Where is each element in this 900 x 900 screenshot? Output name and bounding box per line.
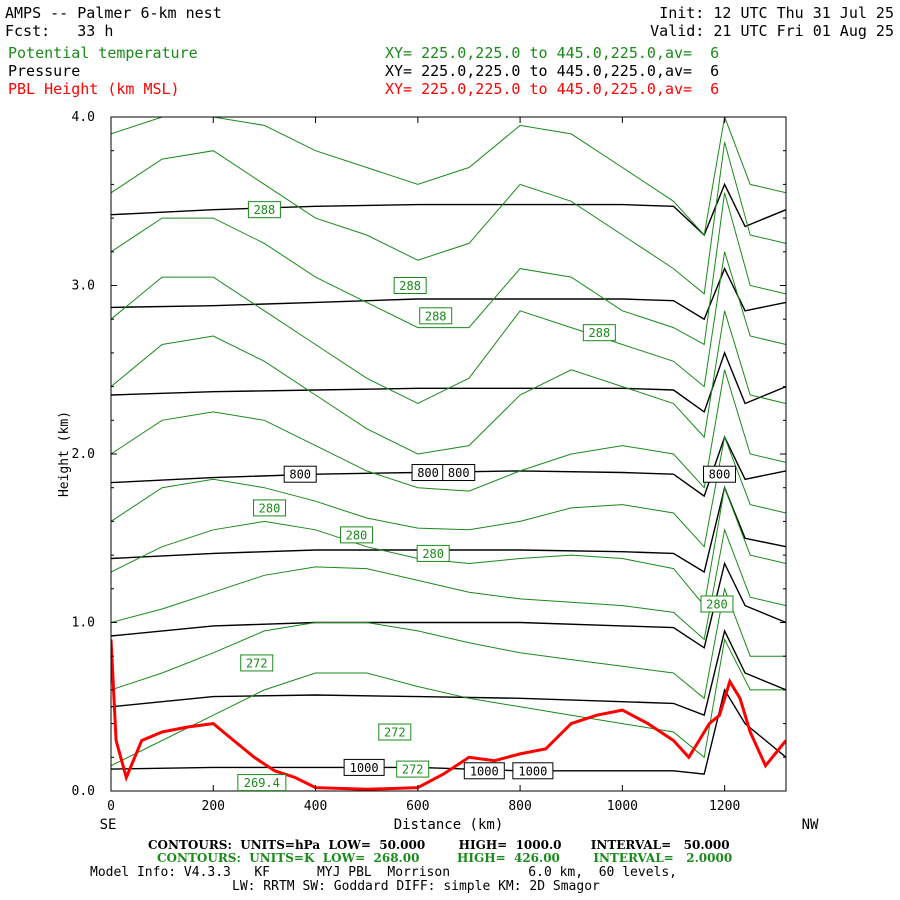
pressure-contour-label-box [703, 465, 737, 483]
potential-temperature-line-9 [111, 142, 786, 295]
y-tick-label: 0.0 [72, 784, 95, 799]
x-end-label-left: SE [100, 817, 117, 833]
x-tick-label: 0 [107, 799, 115, 814]
field-name-pressure: Pressure [8, 62, 81, 80]
pressure-line-0 [111, 688, 786, 775]
theta-contour-label-box [247, 201, 281, 219]
potential-temperature-line-3 [111, 485, 786, 607]
theta-contour-label-box [700, 595, 734, 613]
potential-temperature-line-6 [111, 310, 786, 455]
theta-contour-label-box [396, 760, 430, 778]
pbl-height-km-msl-line-0 [111, 639, 786, 791]
pressure-contour-label: 800 [448, 466, 470, 480]
pressure-line-2 [111, 561, 786, 649]
theta-contour-label: 288 [589, 326, 611, 340]
pressure-line-1 [111, 628, 786, 717]
y-tick-label: 3.0 [72, 279, 95, 294]
footer-model-physics: LW: RRTM SW: Goddard DIFF: simple KM: 2D… [232, 879, 600, 894]
theta-contour-label-box [240, 654, 274, 672]
potential-temperature-line-7 [111, 251, 786, 405]
forecast-hour: Fcst: 33 h [5, 22, 114, 40]
theta-contour-label-box [339, 526, 373, 544]
theta-contour-label-box [378, 723, 412, 741]
theta-contour-label: 288 [254, 203, 276, 217]
pressure-line-7 [111, 182, 786, 237]
x-end-label-right: NW [802, 817, 819, 833]
x-tick-label: 1000 [607, 799, 638, 814]
theta-contour-label-box [393, 277, 427, 294]
valid-time: Valid: 21 UTC Fri 01 Aug 25 [650, 22, 894, 40]
x-tick-label: 1200 [709, 799, 740, 814]
theta-contour-label: 280 [259, 501, 281, 515]
theta-contour-label-box [253, 499, 287, 517]
footer-model-info: Model Info: V4.3.3 KF MYJ PBL Morrison 6… [90, 865, 677, 880]
init-time: Init: 12 UTC Thu 31 Jul 25 [659, 4, 894, 22]
y-tick-label: 2.0 [72, 447, 95, 462]
field-name-pbl: PBL Height (km MSL) [8, 80, 180, 98]
theta-contour-label: 280 [422, 547, 444, 561]
potential-temperature-line-1 [111, 586, 786, 700]
field-xy-pressure: XY= 225.0,225.0 to 445.0,225.0,av= 6 [385, 62, 720, 80]
theta-contour-label: 272 [246, 656, 268, 670]
footer-contours-theta: CONTOURS: UNITS=K LOW= 268.00 HIGH= 426.… [157, 851, 733, 865]
pressure-contour-label: 800 [709, 468, 731, 482]
pressure-contour-label: 800 [289, 468, 311, 482]
pressure-contour-label-box [343, 758, 385, 776]
theta-contour-label: 272 [384, 726, 406, 740]
pressure-line-4 [111, 435, 786, 498]
theta-contour-label-box [416, 544, 450, 562]
theta-contour-label: 280 [346, 528, 368, 542]
theta-contour-label: 269.4 [244, 776, 280, 790]
theta-contour-label-box [237, 774, 287, 792]
y-tick-label: 4.0 [72, 110, 95, 125]
potential-temperature-line-8 [111, 192, 786, 346]
potential-temperature-line-5 [111, 369, 786, 492]
theta-contour-label: 288 [425, 309, 447, 323]
theta-contour-label: 288 [399, 279, 421, 293]
field-name-theta: Potential temperature [8, 44, 198, 62]
x-axis-label: Distance (km) [394, 817, 504, 833]
field-xy-pbl: XY= 225.0,225.0 to 445.0,225.0,av= 6 [385, 80, 720, 98]
potential-temperature-line-2 [111, 527, 786, 641]
pressure-line-6 [111, 266, 786, 321]
y-tick-label: 1.0 [72, 616, 95, 631]
pressure-contour-label: 1000 [470, 764, 499, 778]
pressure-contour-label: 800 [417, 466, 439, 480]
potential-temperature-line-4 [111, 435, 786, 548]
theta-contour-label-box [582, 324, 616, 342]
pressure-line-5 [111, 350, 786, 414]
theta-contour-label: 280 [706, 597, 728, 611]
pressure-contour-label-box [283, 465, 317, 483]
x-tick-label: 600 [406, 799, 429, 814]
pressure-contour-label: 1000 [350, 761, 379, 775]
theta-contour-label-box [419, 307, 453, 325]
chart-title: AMPS -- Palmer 6-km nest [5, 4, 222, 22]
potential-temperature-line-10 [111, 117, 786, 237]
pressure-contour-label-box [463, 762, 505, 780]
field-xy-theta: XY= 225.0,225.0 to 445.0,225.0,av= 6 [385, 44, 720, 62]
pressure-contour-label: 1000 [518, 764, 547, 778]
potential-temperature-line-0 [111, 637, 786, 767]
pressure-contour-label-box [442, 464, 476, 482]
x-tick-label: 400 [304, 799, 327, 814]
x-tick-label: 200 [202, 799, 225, 814]
y-axis-label: Height (km) [57, 411, 72, 497]
theta-contour-label: 272 [402, 763, 424, 777]
footer-contours-pressure: CONTOURS: UNITS=hPa LOW= 50.000 HIGH= 10… [148, 838, 730, 852]
pressure-contour-label-box [512, 762, 554, 780]
x-tick-label: 800 [508, 799, 531, 814]
